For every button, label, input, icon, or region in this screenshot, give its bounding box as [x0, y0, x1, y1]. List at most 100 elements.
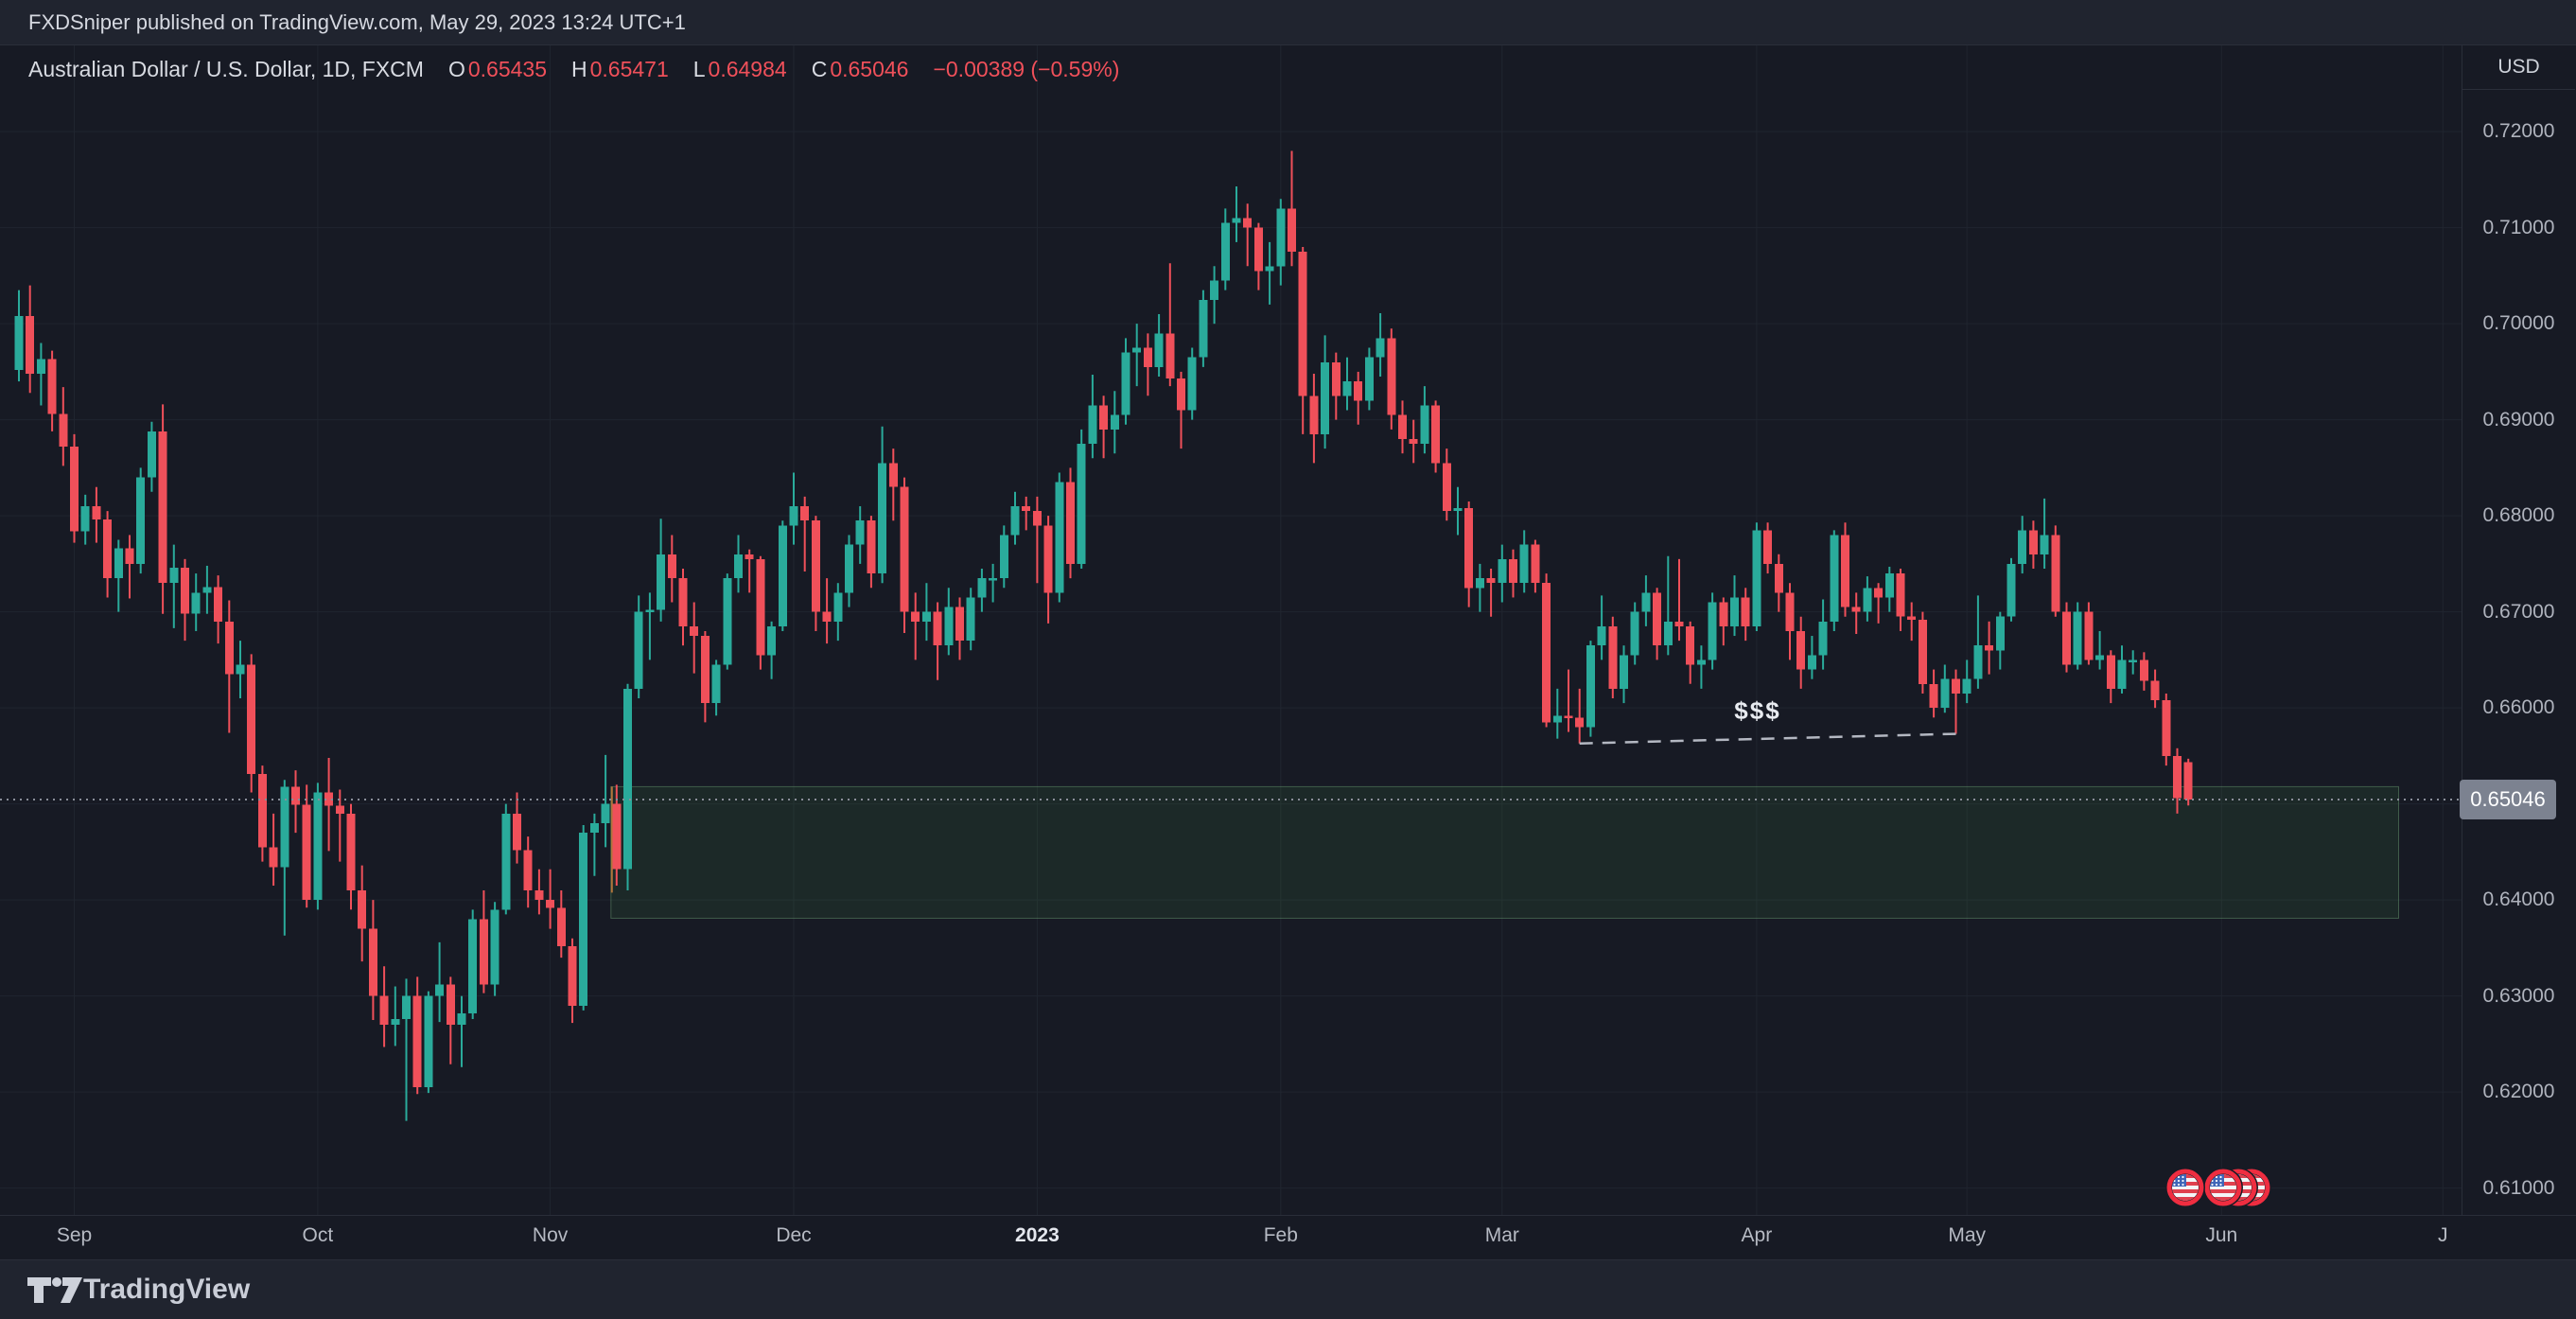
candle	[1929, 669, 1938, 718]
change-value: −0.00389 (−0.59%)	[933, 57, 1120, 81]
candle	[479, 890, 488, 994]
dollar-trendline-drawing[interactable]	[1579, 732, 1956, 745]
candle-series	[14, 150, 2193, 1121]
candle	[1088, 374, 1097, 459]
time-axis-label: J	[2438, 1224, 2448, 1246]
candle	[1232, 186, 1241, 242]
price-axis[interactable]: USD	[2462, 45, 2575, 1215]
candle	[534, 869, 544, 915]
candle	[36, 343, 45, 406]
candle	[1884, 566, 1894, 612]
candle	[368, 900, 377, 1021]
tradingview-brand[interactable]: TradingView	[83, 1274, 251, 1305]
symbol-legend: Australian Dollar / U.S. Dollar, 1D, FXC…	[28, 57, 1119, 82]
time-axis-label: Jun	[2205, 1224, 2238, 1246]
candle	[1010, 491, 1020, 545]
time-axis-label: Apr	[1741, 1224, 1773, 1246]
candle	[147, 421, 156, 492]
candle	[678, 568, 688, 646]
candle	[546, 869, 555, 929]
dollar-annotation-label[interactable]: $$$	[1734, 696, 1781, 725]
candle	[158, 404, 167, 614]
last-price-label: 0.65046	[2460, 780, 2556, 819]
price-axis-tick: 0.69000	[2482, 408, 2555, 431]
candle	[921, 583, 931, 642]
candle	[1099, 396, 1109, 459]
candle	[878, 426, 887, 584]
candle	[723, 573, 732, 670]
symbol-title: Australian Dollar / U.S. Dollar, 1D, FXC…	[28, 57, 424, 81]
candle	[1874, 583, 1884, 624]
candle	[1674, 558, 1684, 642]
time-axis[interactable]: Sep Oct Nov Dec 2023 Feb Mar Apr May Jun J	[0, 1215, 2576, 1259]
candle	[1077, 429, 1086, 569]
price-axis-tick: 0.63000	[2482, 984, 2555, 1007]
candle	[822, 578, 832, 644]
candle	[1973, 595, 1983, 689]
candle	[2062, 602, 2071, 673]
candle	[2183, 758, 2193, 806]
candle	[114, 539, 123, 612]
candle	[2084, 602, 2094, 665]
candle	[911, 592, 920, 660]
candle	[1364, 347, 1374, 411]
candle	[2106, 650, 2115, 704]
candle	[1586, 641, 1595, 737]
candle	[589, 813, 599, 876]
candle	[989, 563, 998, 603]
candle	[446, 976, 455, 1064]
candle	[1110, 391, 1119, 454]
legend-high: H 0.65471	[571, 57, 669, 82]
candle	[612, 784, 622, 886]
high-label: H	[570, 57, 587, 81]
candle	[1453, 486, 1463, 536]
candle	[1641, 575, 1651, 626]
candle	[1851, 592, 1861, 635]
candle	[358, 865, 367, 962]
candle	[412, 976, 422, 1095]
candle	[601, 754, 610, 848]
candle	[1741, 588, 1750, 642]
candle	[501, 803, 511, 915]
candle	[302, 784, 311, 908]
candle	[1032, 496, 1042, 584]
candle	[59, 387, 68, 466]
candle	[1121, 338, 1130, 425]
candle	[1464, 501, 1474, 607]
price-axis-tick: 0.70000	[2482, 312, 2555, 335]
candle	[1653, 588, 1662, 660]
time-axis-label: Sep	[56, 1224, 93, 1246]
candle	[999, 525, 1008, 589]
candle	[1199, 290, 1208, 367]
candle	[1774, 554, 1783, 612]
candle	[568, 938, 577, 1024]
us-flag-event-marker-icon[interactable]	[2165, 1168, 2205, 1207]
time-axis-label: Oct	[302, 1224, 334, 1246]
us-flag-event-marker-icon[interactable]	[2203, 1168, 2243, 1207]
demand-zone-drawing[interactable]	[610, 785, 2399, 919]
tradingview-logo-icon[interactable]	[26, 1276, 89, 1305]
candle	[391, 986, 400, 1046]
candle	[845, 535, 853, 607]
candle	[1243, 203, 1253, 267]
price-axis-tick: 0.62000	[2482, 1081, 2555, 1103]
candle	[313, 783, 323, 910]
candle	[1940, 664, 1950, 713]
publish-bar: FXDSniper published on TradingView.com, …	[0, 0, 2576, 45]
candle	[1818, 599, 1828, 670]
publish-bar-text: FXDSniper published on TradingView.com, …	[28, 10, 686, 34]
open-value: 0.65435	[467, 57, 547, 81]
candle	[346, 803, 356, 910]
candle	[1165, 263, 1175, 387]
price-axis-tick: 0.61000	[2482, 1176, 2555, 1199]
candle	[1962, 660, 1971, 704]
candle	[2040, 498, 2049, 569]
candle	[2139, 652, 2148, 691]
price-axis-tick: 0.64000	[2482, 888, 2555, 911]
candle	[1154, 314, 1164, 377]
close-label: C	[811, 57, 828, 81]
candle	[1132, 324, 1142, 387]
candle	[900, 477, 909, 633]
candle	[1785, 583, 1795, 660]
